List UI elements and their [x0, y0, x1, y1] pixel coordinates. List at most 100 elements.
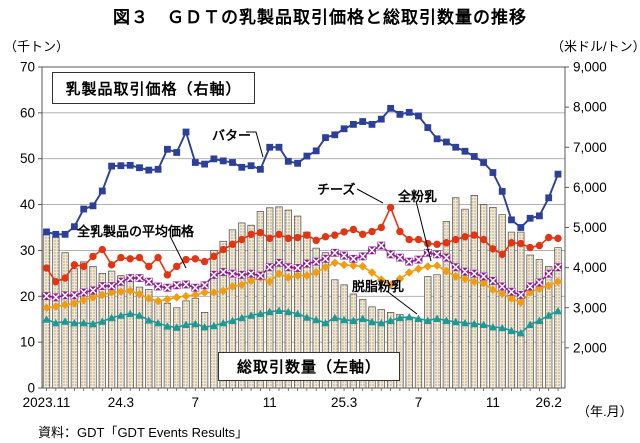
average-marker-x [368, 246, 376, 255]
average-marker-x [173, 281, 181, 289]
x-tick-label: 7 [192, 395, 200, 410]
volume-bar [507, 231, 516, 389]
smp-marker [470, 319, 479, 328]
cheese-marker [52, 277, 60, 286]
smp-marker [200, 323, 209, 331]
wmp-marker [488, 285, 498, 294]
butter-marker [470, 153, 478, 160]
cheese-marker [117, 253, 125, 262]
butter-marker [164, 145, 171, 153]
left-tick-label: 10 [20, 335, 35, 350]
right-tick-label: 2,000 [573, 340, 607, 355]
butter-marker [545, 194, 553, 202]
right-tick-label: 7,000 [573, 140, 607, 155]
butter-marker [108, 162, 115, 170]
average-marker-x [321, 255, 330, 263]
wmp-marker [42, 303, 51, 313]
left-tick-label: 60 [20, 105, 35, 120]
smp-marker [274, 306, 284, 314]
butter-marker [210, 155, 218, 163]
butter-marker [517, 224, 525, 231]
butter-marker [294, 159, 301, 167]
cheese-marker [42, 264, 51, 272]
butter-marker [154, 165, 162, 173]
butter-marker [340, 125, 348, 133]
average-marker-x [535, 278, 544, 287]
wmp-marker [367, 268, 377, 277]
left-tick-label: 50 [20, 151, 35, 166]
wmp-marker [470, 277, 479, 286]
wmp-marker [88, 293, 98, 302]
butter-marker [312, 147, 320, 155]
smp-marker [525, 320, 535, 329]
smp-marker [442, 316, 451, 324]
smp-marker [330, 313, 339, 322]
average-marker-x [98, 282, 106, 290]
x-tick-label: 11 [486, 395, 500, 410]
cheese-marker [321, 233, 330, 241]
volume-bar [182, 300, 190, 389]
wmp-marker [423, 262, 433, 271]
smp-marker [172, 323, 181, 331]
cheese-marker [98, 245, 107, 254]
butter-marker [191, 159, 199, 166]
volume-bar [498, 214, 506, 389]
wmp-marker [293, 271, 302, 280]
wmp-marker [349, 261, 358, 270]
average-marker-x [554, 263, 562, 271]
wmp-marker [237, 280, 247, 290]
smp-marker [237, 313, 246, 322]
wmp-marker [218, 286, 228, 296]
cheese-marker [517, 239, 525, 248]
average-marker-x [275, 259, 283, 267]
butter-marker [508, 216, 515, 224]
wmp-marker [311, 268, 321, 277]
cheese-marker [368, 227, 376, 236]
butter-marker [80, 205, 88, 213]
cheese-marker [107, 261, 116, 269]
smp-marker [163, 322, 172, 330]
series-triangle [42, 306, 563, 337]
left-axis-unit: （千トン） [4, 39, 70, 54]
smp-marker [544, 311, 553, 319]
volume-bar [442, 221, 451, 389]
cheese-marker [340, 228, 348, 236]
x-tick-label: 26.2 [536, 395, 562, 410]
wmp-marker [191, 290, 200, 300]
smp-marker [116, 311, 126, 319]
wmp-marker [284, 273, 293, 282]
butter-marker [229, 159, 236, 166]
left-tick-label: 0 [27, 381, 35, 396]
volume-bar [405, 317, 413, 389]
average-marker-x [405, 257, 413, 266]
average-marker-x [210, 271, 218, 279]
smp-marker [349, 316, 358, 324]
left-tick-label: 30 [20, 243, 35, 258]
butter-marker [247, 162, 255, 170]
wmp-marker [432, 261, 442, 270]
cheese-marker [470, 231, 478, 239]
cheese-marker [349, 225, 358, 234]
butter-marker [322, 134, 329, 142]
volume-bar [70, 268, 79, 389]
butter-marker [331, 131, 339, 139]
butter-marker [98, 187, 106, 195]
butter-marker [489, 169, 497, 176]
average-marker-x [107, 282, 116, 290]
volume-bar [145, 289, 153, 389]
smp-marker [339, 315, 349, 324]
average-marker-x [470, 270, 478, 278]
smp-series-label: 脱脂粉乳 [352, 279, 405, 294]
series-diamond [42, 258, 563, 313]
smp-marker [79, 318, 88, 327]
cheese-marker [442, 239, 451, 247]
wmp-marker [386, 280, 395, 290]
cheese-marker [219, 245, 227, 254]
butter-marker [443, 138, 450, 146]
butter-marker [173, 149, 181, 156]
volume-bar [433, 274, 441, 389]
smp-marker [302, 313, 312, 321]
smp-marker [284, 307, 293, 316]
cheese-marker [247, 230, 255, 239]
butter-marker [415, 112, 422, 120]
